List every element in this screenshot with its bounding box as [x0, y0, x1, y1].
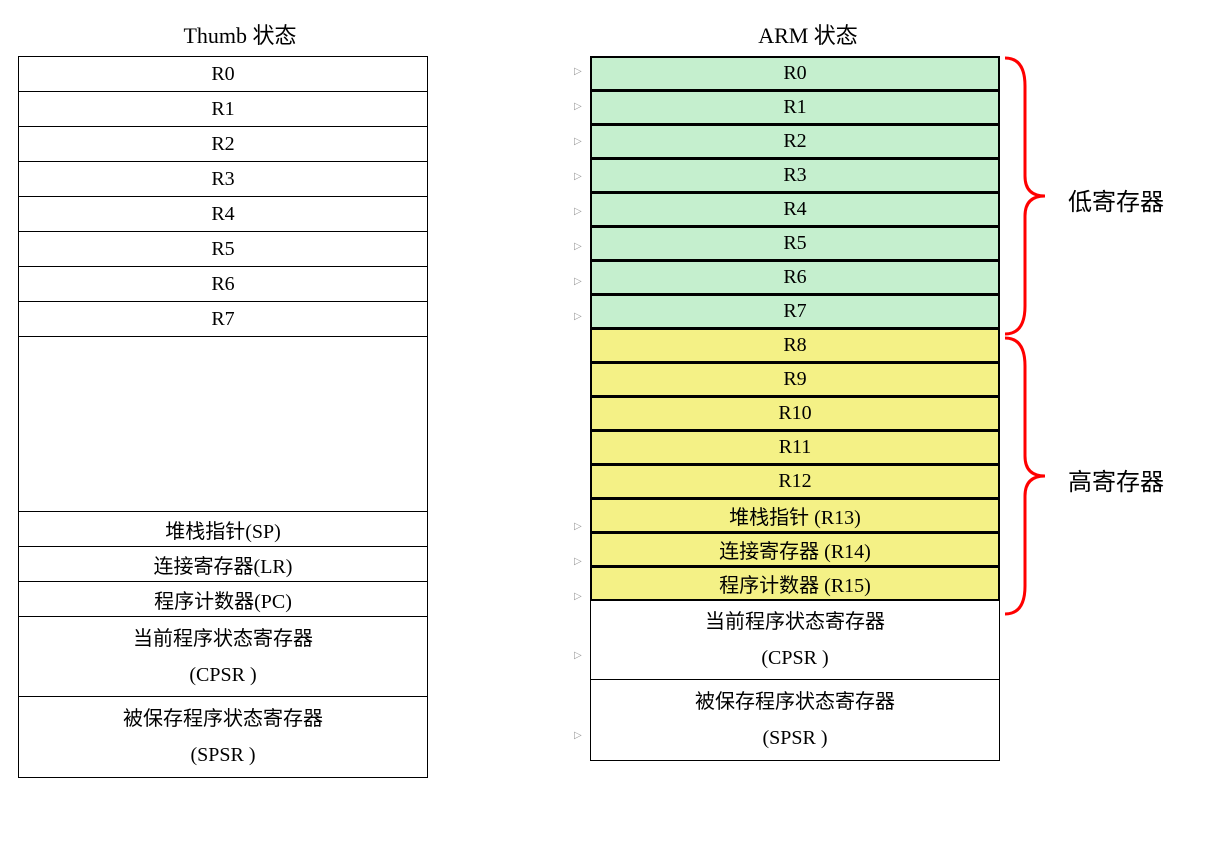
arm-r13: 堆栈指针 (R13)	[590, 498, 1000, 533]
thumb-gap	[19, 337, 427, 512]
thumb-r1: R1	[19, 92, 427, 127]
arrow-mark: ▷	[574, 206, 582, 217]
thumb-r0: R0	[19, 57, 427, 92]
arrow-mark: ▷	[574, 136, 582, 147]
arm-r15: 程序计数器 (R15)	[590, 566, 1000, 601]
brace-high	[1000, 336, 1060, 616]
thumb-lr: 连接寄存器(LR)	[19, 547, 427, 582]
thumb-r2: R2	[19, 127, 427, 162]
thumb-r6: R6	[19, 267, 427, 302]
thumb-title: Thumb 状态	[140, 18, 340, 50]
arm-cpsr: 当前程序状态寄存器 (CPSR )	[591, 600, 999, 680]
arm-r11: R11	[590, 430, 1000, 465]
arm-r6: R6	[590, 260, 1000, 295]
thumb-pc: 程序计数器(PC)	[19, 582, 427, 617]
arm-r5: R5	[590, 226, 1000, 261]
arm-r9: R9	[590, 362, 1000, 397]
arm-r2: R2	[590, 124, 1000, 159]
arm-title: ARM 状态	[718, 18, 898, 50]
thumb-r7: R7	[19, 302, 427, 337]
arrow-mark: ▷	[574, 556, 582, 567]
arm-r8: R8	[590, 328, 1000, 363]
brace-high-label: 高寄存器	[1068, 462, 1164, 497]
thumb-cpsr-line2: (CPSR )	[189, 657, 256, 693]
arm-r10: R10	[590, 396, 1000, 431]
thumb-sp: 堆栈指针(SP)	[19, 512, 427, 547]
arm-r12: R12	[590, 464, 1000, 499]
arrow-mark: ▷	[574, 66, 582, 77]
brace-low	[1000, 56, 1060, 336]
arm-r3: R3	[590, 158, 1000, 193]
thumb-r4: R4	[19, 197, 427, 232]
thumb-cpsr: 当前程序状态寄存器 (CPSR )	[19, 617, 427, 697]
arrow-mark: ▷	[574, 521, 582, 532]
arrow-mark: ▷	[574, 241, 582, 252]
arm-r1: R1	[590, 90, 1000, 125]
arrow-mark: ▷	[574, 311, 582, 322]
thumb-spsr-line1: 被保存程序状态寄存器	[123, 701, 323, 737]
arm-r4: R4	[590, 192, 1000, 227]
thumb-spsr: 被保存程序状态寄存器 (SPSR )	[19, 697, 427, 777]
arm-spsr: 被保存程序状态寄存器 (SPSR )	[591, 680, 999, 760]
arrow-mark: ▷	[574, 276, 582, 287]
arm-r0: R0	[590, 56, 1000, 91]
arm-r14: 连接寄存器 (R14)	[590, 532, 1000, 567]
thumb-r3: R3	[19, 162, 427, 197]
arm-spsr-line1: 被保存程序状态寄存器	[695, 684, 895, 720]
arm-spsr-line2: (SPSR )	[762, 720, 827, 756]
arrow-mark: ▷	[574, 101, 582, 112]
thumb-spsr-line2: (SPSR )	[190, 737, 255, 773]
thumb-column: R0 R1 R2 R3 R4 R5 R6 R7 堆栈指针(SP) 连接寄存器(L…	[18, 56, 428, 778]
thumb-r5: R5	[19, 232, 427, 267]
arrow-mark: ▷	[574, 591, 582, 602]
arrow-mark: ▷	[574, 730, 582, 741]
arrow-mark: ▷	[574, 650, 582, 661]
thumb-cpsr-line1: 当前程序状态寄存器	[133, 621, 313, 657]
arrow-mark: ▷	[574, 171, 582, 182]
arm-column: R0 R1 R2 R3 R4 R5 R6 R7 R8 R9 R10 R11 R1…	[590, 56, 1000, 761]
arm-cpsr-line2: (CPSR )	[761, 640, 828, 676]
brace-low-label: 低寄存器	[1068, 182, 1164, 217]
arm-r7: R7	[590, 294, 1000, 329]
arm-cpsr-line1: 当前程序状态寄存器	[705, 604, 885, 640]
